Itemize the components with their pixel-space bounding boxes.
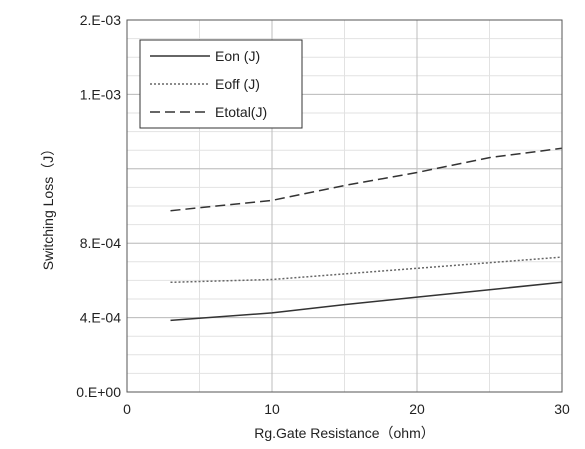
x-tick-label: 10 [264,401,280,417]
y-tick-label: 1.E-03 [80,86,121,102]
y-tick-label: 0.E+00 [76,384,121,400]
y-axis-title: Switching Loss（J） [40,142,56,270]
series-lines [170,147,563,322]
legend-label: Eoff (J) [215,76,260,92]
legend-label: Eon (J) [215,48,260,64]
y-tick-label: 8.E-04 [80,235,121,251]
series-line-solid [170,281,563,322]
legend-label: Etotal(J) [215,104,267,120]
x-tick-label: 0 [123,401,131,417]
y-axis-ticks: 0.E+00 4.E-04 8.E-04 1.E-03 2.E-03 [76,12,121,400]
legend-box [139,39,303,129]
series-line-dotted [170,256,563,284]
x-tick-label: 20 [409,401,425,417]
y-tick-label: 2.E-03 [80,12,121,28]
series-line-dashed [170,147,563,212]
legend: Eon (J) Eoff (J) Etotal(J) [139,39,303,129]
y-tick-label: 4.E-04 [80,310,121,326]
x-axis-title: Rg.Gate Resistance（ohm） [254,425,435,441]
x-tick-label: 30 [554,401,570,417]
x-axis-ticks: 0 10 20 30 [123,401,570,417]
plot-frame [126,19,563,393]
